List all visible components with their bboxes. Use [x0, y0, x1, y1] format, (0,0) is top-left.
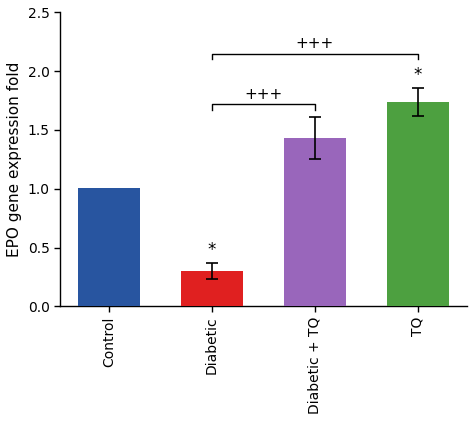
Text: +++: +++	[245, 87, 283, 102]
Y-axis label: EPO gene expression fold: EPO gene expression fold	[7, 61, 22, 257]
Text: +++: +++	[296, 36, 334, 51]
Bar	[284, 138, 346, 306]
Text: *: *	[413, 66, 422, 84]
Bar	[78, 188, 140, 306]
Bar	[387, 102, 448, 306]
Bar	[181, 271, 243, 306]
Text: *: *	[208, 241, 216, 259]
